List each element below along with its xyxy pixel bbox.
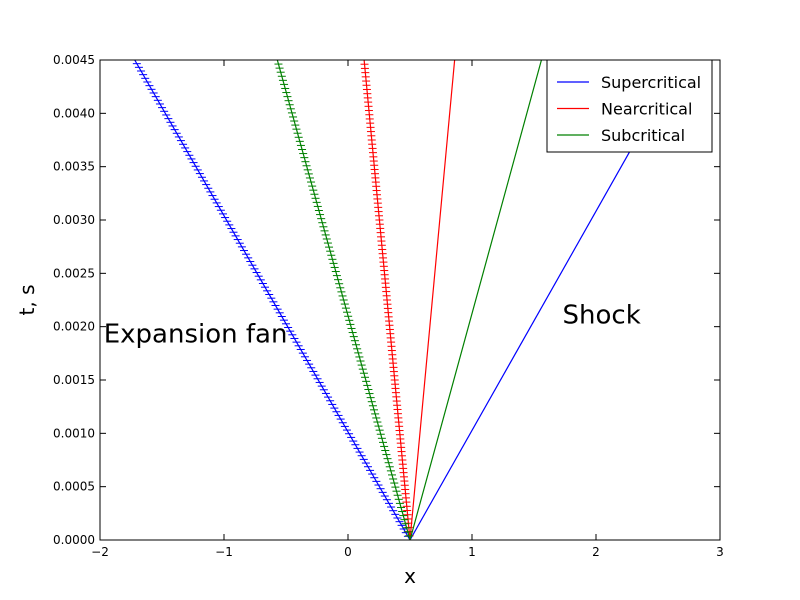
- plot-area: [130, 60, 683, 540]
- series-supercritical-fan-line: [134, 60, 411, 540]
- axis-ticks: −2 −1 0 1 2 3 0.0000 0.0005 0.0010 0.0015 0.0020 0.…: [53, 53, 724, 559]
- y-axis-label: t, s: [15, 285, 39, 316]
- y-tick-label: 0.0030: [53, 213, 95, 227]
- x-tick-label: 2: [592, 545, 600, 559]
- y-tick-label: 0.0045: [53, 53, 95, 67]
- annotations: Expansion fan Shock: [104, 300, 641, 349]
- axes-frame: [99, 59, 721, 541]
- y-tick-label: 0.0020: [53, 320, 95, 334]
- x-tick-label: −2: [91, 545, 109, 559]
- legend: Supercritical Nearcritical Subcritical: [546, 59, 713, 153]
- series-subcritical-fan-edge: [273, 60, 414, 540]
- legend-label-nearcritical: Nearcritical: [601, 100, 692, 119]
- annotation-expansion-fan: Expansion fan: [104, 320, 288, 350]
- x-tick-label: 1: [468, 545, 476, 559]
- y-tick-label: 0.0015: [53, 373, 95, 387]
- legend-label-supercritical: Supercritical: [601, 73, 701, 92]
- y-tick-label: 0.0040: [53, 106, 95, 120]
- series-subcritical-shock-line: [409, 60, 543, 540]
- y-tick-label: 0.0025: [53, 266, 95, 280]
- x-axis-label: x: [404, 564, 416, 588]
- series-nearcritical-shock-line: [409, 60, 456, 540]
- y-tick-label: 0.0035: [53, 160, 95, 174]
- legend-box: [546, 59, 713, 153]
- legend-label-subcritical: Subcritical: [601, 126, 685, 145]
- series-supercritical-fan-edge: [130, 60, 414, 540]
- x-tick-label: 0: [344, 545, 352, 559]
- y-tick-label: 0.0005: [53, 480, 95, 494]
- y-tick-label: 0.0000: [53, 533, 95, 547]
- y-tick-label: 0.0010: [53, 426, 95, 440]
- annotation-shock: Shock: [563, 300, 641, 330]
- x-tick-label: 3: [716, 545, 724, 559]
- x-tick-label: −1: [215, 545, 233, 559]
